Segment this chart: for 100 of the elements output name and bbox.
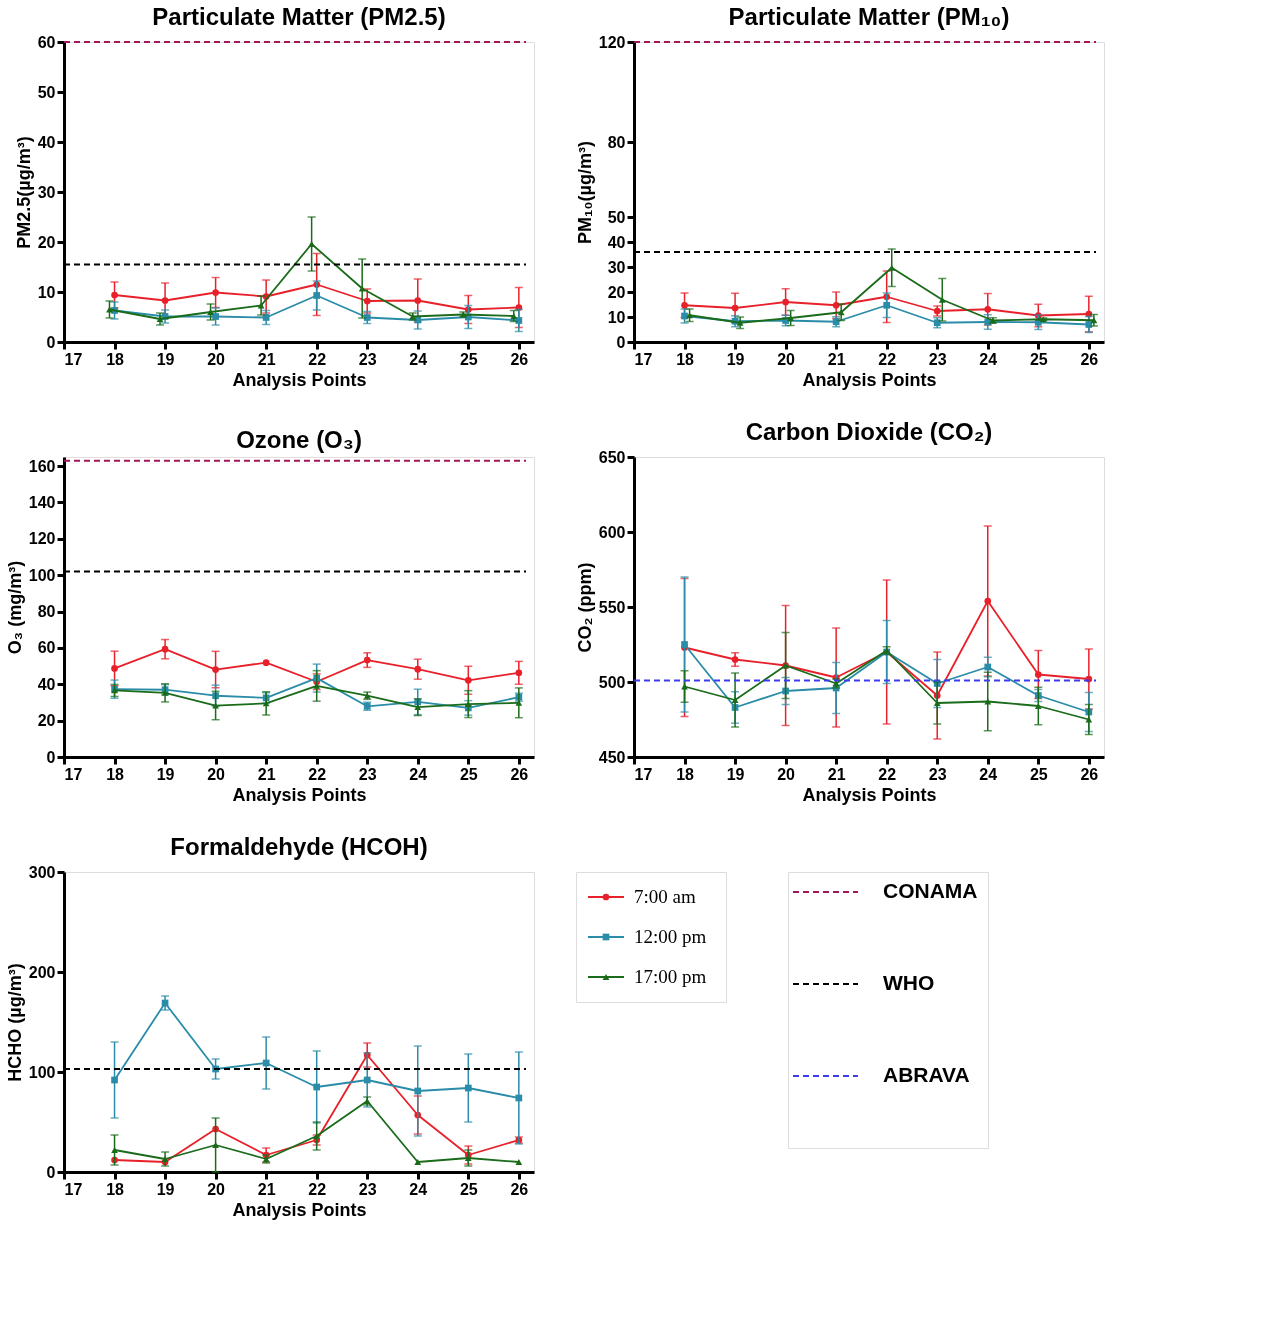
chart-title: Ozone (O₃): [236, 426, 362, 453]
y-tick-label: 120: [598, 33, 626, 51]
x-tick-label: 20: [207, 350, 226, 368]
y-tick-label: 600: [598, 523, 626, 541]
y-axis-title: O₃ (mg/m³): [4, 560, 25, 655]
x-tick-label: 24: [979, 765, 998, 783]
x-tick-label: 23: [928, 350, 947, 368]
chart-title: Formaldehyde (HCOH): [170, 833, 428, 860]
y-tick-label: 140: [28, 493, 56, 511]
y-tick-label: 500: [598, 673, 626, 691]
x-tick-label: 18: [106, 350, 125, 368]
x-tick-label: 26: [510, 1180, 529, 1198]
y-tick-label: 160: [28, 457, 56, 475]
x-tick-label: 18: [676, 350, 695, 368]
legend-label: WHO: [883, 971, 935, 994]
x-tick-label: 17: [634, 350, 653, 368]
x-tick-label: 18: [106, 765, 125, 783]
y-tick-label: 20: [607, 283, 626, 301]
y-tick-label: 60: [37, 639, 56, 657]
chart-title: Particulate Matter (PM₁₀): [728, 3, 1010, 30]
y-tick-label: 0: [616, 333, 626, 351]
x-tick-label: 24: [409, 765, 428, 783]
y-tick-label: 0: [46, 1163, 56, 1181]
legend-label: 17:00 pm: [634, 966, 707, 987]
x-tick-label: 23: [358, 1180, 377, 1198]
x-tick-label: 21: [827, 350, 846, 368]
y-tick-label: 40: [37, 133, 56, 151]
chart-title: Particulate Matter (PM2.5): [152, 3, 446, 30]
x-tick-label: 17: [64, 765, 83, 783]
legend-label: 12:00 pm: [634, 926, 707, 947]
x-tick-label: 19: [156, 1180, 175, 1198]
y-tick-label: 50: [37, 83, 56, 101]
y-tick-label: 0: [46, 333, 56, 351]
x-tick-label: 20: [207, 765, 226, 783]
y-tick-label: 200: [28, 963, 56, 981]
x-tick-label: 26: [510, 350, 529, 368]
y-axis-title: HCHO (µg/m³): [4, 963, 25, 1082]
x-tick-label: 24: [409, 1180, 428, 1198]
x-tick-label: 21: [257, 350, 276, 368]
x-tick-label: 25: [1029, 350, 1048, 368]
x-tick-label: 19: [726, 350, 745, 368]
x-tick-label: 20: [777, 765, 796, 783]
x-tick-label: 21: [257, 1180, 276, 1198]
y-tick-label: 300: [28, 863, 56, 881]
y-tick-label: 40: [607, 233, 626, 251]
x-axis-title: Analysis Points: [232, 369, 367, 390]
x-tick-label: 26: [1080, 350, 1099, 368]
y-tick-label: 20: [37, 712, 56, 730]
x-tick-label: 20: [777, 350, 796, 368]
x-tick-label: 22: [308, 765, 327, 783]
x-tick-label: 19: [156, 350, 175, 368]
y-tick-label: 100: [28, 566, 56, 584]
legend-label: ABRAVA: [883, 1063, 970, 1086]
y-tick-label: 100: [28, 1063, 56, 1081]
x-tick-label: 22: [878, 350, 897, 368]
x-axis-title: Analysis Points: [232, 784, 367, 805]
y-tick-label: 550: [598, 598, 626, 616]
x-tick-label: 17: [64, 350, 83, 368]
y-tick-label: 10: [607, 308, 626, 326]
y-tick-label: 450: [598, 748, 626, 766]
x-tick-label: 20: [207, 1180, 226, 1198]
x-tick-label: 23: [928, 765, 947, 783]
legend-label: 7:00 am: [634, 886, 696, 907]
x-tick-label: 17: [634, 765, 653, 783]
y-tick-label: 80: [37, 603, 56, 621]
chart-title: Carbon Dioxide (CO₂): [745, 418, 993, 445]
x-tick-label: 26: [1080, 765, 1099, 783]
y-tick-label: 30: [37, 183, 56, 201]
x-tick-label: 21: [827, 765, 846, 783]
x-tick-label: 19: [156, 765, 175, 783]
x-tick-label: 22: [308, 350, 327, 368]
x-tick-label: 19: [726, 765, 745, 783]
x-axis-title: Analysis Points: [802, 784, 937, 805]
y-axis-title: PM2.5(µg/m³): [13, 136, 34, 249]
x-tick-label: 21: [257, 765, 276, 783]
y-axis-title: PM₁₀(µg/m³): [574, 141, 595, 244]
y-tick-label: 40: [37, 675, 56, 693]
y-tick-label: 0: [46, 748, 56, 766]
x-tick-label: 23: [358, 350, 377, 368]
y-tick-label: 120: [28, 530, 56, 548]
x-tick-label: 22: [308, 1180, 327, 1198]
x-tick-label: 26: [510, 765, 529, 783]
x-axis-title: Analysis Points: [232, 1199, 367, 1220]
x-axis-title: Analysis Points: [802, 369, 937, 390]
y-tick-label: 80: [607, 133, 626, 151]
legend-label: CONAMA: [883, 879, 978, 902]
x-tick-label: 25: [459, 1180, 478, 1198]
y-tick-label: 60: [37, 33, 56, 51]
x-tick-label: 22: [878, 765, 897, 783]
x-tick-label: 25: [459, 765, 478, 783]
x-tick-label: 24: [979, 350, 998, 368]
y-tick-label: 650: [598, 448, 626, 466]
y-tick-label: 10: [37, 283, 56, 301]
x-tick-label: 25: [1029, 765, 1048, 783]
x-tick-label: 25: [459, 350, 478, 368]
y-tick-label: 50: [607, 208, 626, 226]
y-axis-title: CO₂ (ppm): [574, 562, 595, 653]
x-tick-label: 24: [409, 350, 428, 368]
x-tick-label: 18: [106, 1180, 125, 1198]
x-tick-label: 17: [64, 1180, 83, 1198]
